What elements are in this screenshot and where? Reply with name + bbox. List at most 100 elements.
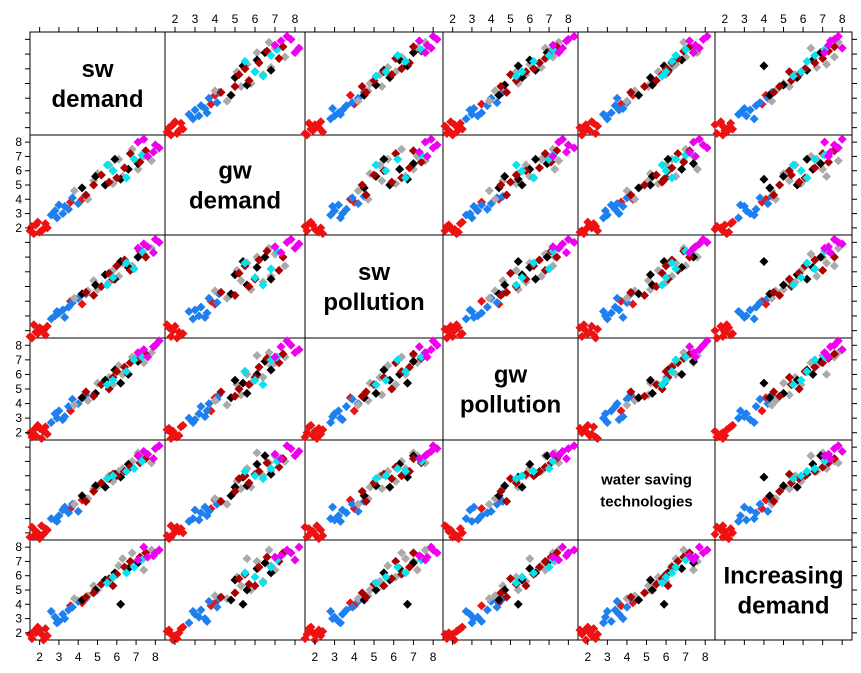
data-point bbox=[593, 121, 603, 131]
data-point bbox=[250, 581, 260, 591]
data-point bbox=[210, 591, 220, 601]
data-point bbox=[810, 58, 820, 68]
data-point bbox=[379, 154, 389, 164]
data-point bbox=[796, 166, 806, 176]
data-point bbox=[252, 350, 262, 360]
data-point bbox=[347, 602, 357, 612]
data-point bbox=[677, 164, 687, 174]
data-point bbox=[477, 504, 487, 514]
data-point bbox=[775, 81, 785, 91]
data-point bbox=[833, 31, 843, 41]
data-point bbox=[154, 143, 164, 153]
data-point bbox=[29, 626, 39, 636]
data-point bbox=[258, 71, 268, 81]
data-point bbox=[569, 143, 579, 153]
data-point bbox=[702, 336, 712, 346]
data-point bbox=[622, 96, 632, 106]
data-point bbox=[484, 293, 494, 303]
data-point bbox=[258, 280, 268, 290]
data-point bbox=[634, 90, 644, 100]
data-point bbox=[634, 595, 644, 605]
data-point bbox=[763, 506, 773, 516]
data-point bbox=[328, 412, 338, 422]
data-point bbox=[353, 506, 363, 516]
tick-label: 4 bbox=[624, 650, 631, 664]
variable-label: demand bbox=[51, 86, 143, 113]
data-point bbox=[262, 552, 272, 562]
data-point bbox=[579, 626, 589, 636]
data-point bbox=[569, 545, 579, 555]
data-point bbox=[755, 98, 765, 108]
data-point bbox=[759, 378, 769, 388]
data-point bbox=[52, 413, 62, 423]
data-point bbox=[37, 629, 47, 639]
data-point bbox=[794, 384, 804, 394]
data-point bbox=[381, 375, 391, 385]
data-point bbox=[837, 446, 847, 456]
data-point bbox=[123, 164, 133, 174]
data-point bbox=[216, 287, 226, 297]
data-point bbox=[810, 255, 820, 265]
data-point bbox=[371, 388, 381, 398]
data-point bbox=[755, 298, 765, 308]
data-point bbox=[779, 171, 788, 181]
tick-label: 5 bbox=[94, 650, 101, 664]
data-point bbox=[365, 585, 375, 595]
data-point bbox=[733, 109, 743, 119]
data-point bbox=[681, 352, 691, 362]
data-point bbox=[312, 434, 322, 444]
data-point bbox=[712, 129, 722, 139]
data-point bbox=[467, 213, 477, 223]
data-point bbox=[102, 280, 112, 290]
data-point bbox=[69, 594, 79, 604]
data-point bbox=[440, 324, 450, 334]
data-point bbox=[154, 237, 164, 247]
data-point bbox=[318, 127, 328, 137]
data-point bbox=[442, 129, 452, 139]
data-point bbox=[598, 413, 608, 423]
data-point bbox=[685, 342, 695, 352]
data-point bbox=[334, 406, 344, 416]
data-point bbox=[440, 629, 450, 639]
tick-label: 6 bbox=[663, 650, 670, 664]
data-point bbox=[52, 618, 62, 628]
data-point bbox=[569, 441, 579, 451]
data-point bbox=[401, 56, 411, 66]
data-point bbox=[529, 258, 539, 268]
data-point bbox=[408, 42, 418, 52]
data-point bbox=[822, 59, 832, 69]
data-point bbox=[230, 588, 240, 598]
data-point bbox=[718, 434, 728, 444]
data-point bbox=[404, 562, 414, 572]
data-point bbox=[110, 154, 120, 164]
data-point bbox=[829, 52, 839, 62]
data-point bbox=[531, 154, 541, 164]
data-point bbox=[802, 154, 812, 164]
data-point bbox=[172, 129, 182, 139]
data-point bbox=[726, 330, 736, 340]
data-point bbox=[810, 154, 820, 164]
data-point bbox=[759, 61, 769, 71]
data-point bbox=[702, 31, 712, 41]
tick-label: 2 bbox=[449, 12, 456, 26]
data-point bbox=[102, 474, 112, 484]
data-point bbox=[467, 618, 477, 628]
data-point bbox=[200, 312, 210, 322]
data-point bbox=[544, 264, 554, 274]
data-point bbox=[788, 280, 798, 290]
data-point bbox=[37, 324, 47, 334]
data-point bbox=[341, 204, 351, 214]
data-point bbox=[765, 183, 775, 193]
data-point bbox=[40, 330, 50, 340]
data-point bbox=[455, 524, 465, 534]
tick-label: 4 bbox=[15, 597, 22, 611]
data-point bbox=[589, 624, 599, 634]
data-point bbox=[784, 274, 794, 284]
data-point bbox=[176, 330, 186, 340]
data-point bbox=[502, 496, 512, 506]
data-point bbox=[712, 333, 722, 343]
data-point bbox=[393, 562, 403, 572]
data-point bbox=[825, 342, 835, 352]
data-point bbox=[810, 464, 820, 474]
data-point bbox=[833, 143, 843, 153]
